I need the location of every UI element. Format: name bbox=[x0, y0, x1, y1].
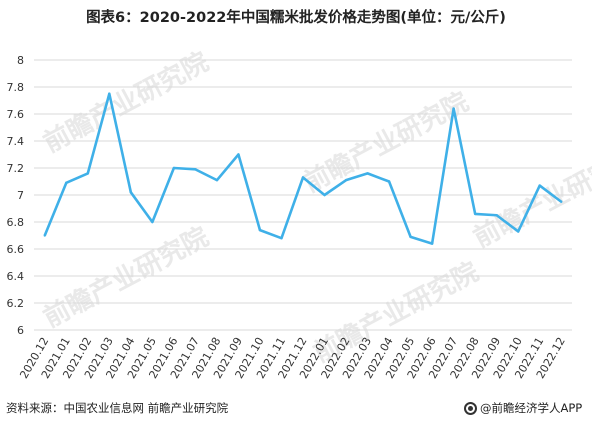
brand-logo-icon bbox=[464, 401, 477, 415]
data-point bbox=[430, 242, 434, 245]
data-point bbox=[194, 168, 197, 171]
data-point bbox=[366, 172, 369, 175]
gridlines bbox=[34, 59, 572, 331]
data-point bbox=[473, 212, 477, 216]
series-layer bbox=[43, 92, 563, 245]
data-point bbox=[344, 178, 348, 182]
y-tick-label: 7 bbox=[17, 189, 24, 202]
watermark-text: 前瞻产业研究院 bbox=[468, 141, 592, 254]
data-point bbox=[237, 153, 240, 156]
y-tick-label: 7.6 bbox=[7, 108, 25, 121]
data-point bbox=[65, 181, 68, 185]
y-tick-label: 7.2 bbox=[7, 162, 25, 175]
y-tick-label: 8 bbox=[17, 54, 24, 67]
y-tick-label: 6.2 bbox=[7, 297, 25, 310]
data-point bbox=[517, 230, 520, 233]
data-point bbox=[43, 234, 46, 237]
chart-title: 图表6：2020-2022年中国糯米批发价格走势图(单位：元/公斤) bbox=[86, 10, 506, 26]
y-tick-label: 6 bbox=[17, 324, 24, 337]
data-point bbox=[387, 180, 391, 183]
data-point bbox=[280, 237, 283, 240]
data-point bbox=[538, 184, 541, 187]
watermark-text: 前瞻产业研究院 bbox=[38, 46, 213, 159]
data-point bbox=[215, 178, 219, 182]
brand-credit: @前瞻经济学人APP bbox=[464, 400, 582, 416]
data-point bbox=[409, 235, 412, 239]
data-point bbox=[495, 214, 498, 217]
data-point bbox=[86, 172, 90, 175]
y-tick-label: 6.8 bbox=[7, 216, 25, 229]
data-point bbox=[323, 193, 326, 197]
y-tick-label: 7.8 bbox=[7, 81, 25, 94]
data-point bbox=[560, 200, 563, 203]
data-point bbox=[172, 166, 176, 170]
watermark-text: 前瞻产业研究院 bbox=[38, 221, 213, 334]
data-point bbox=[129, 191, 133, 194]
data-point bbox=[151, 220, 154, 224]
x-axis-tick-labels: 2020.122021.012021.022021.032021.042021.… bbox=[17, 335, 567, 381]
y-tick-label: 7.4 bbox=[7, 135, 25, 148]
brand-label: @前瞻经济学人APP bbox=[480, 401, 583, 415]
y-tick-label: 6.6 bbox=[7, 243, 25, 256]
data-point bbox=[301, 176, 305, 179]
data-point bbox=[108, 92, 111, 95]
data-point bbox=[452, 107, 455, 110]
source-note: 资料来源：中国农业信息网 前瞻产业研究院 bbox=[6, 401, 229, 415]
y-tick-label: 6.4 bbox=[7, 270, 25, 283]
data-point bbox=[258, 228, 262, 232]
y-axis-tick-labels: 6 6.2 6.4 6.6 6.8 7 7.2 7.4 7.6 7.8 8 bbox=[7, 54, 25, 337]
